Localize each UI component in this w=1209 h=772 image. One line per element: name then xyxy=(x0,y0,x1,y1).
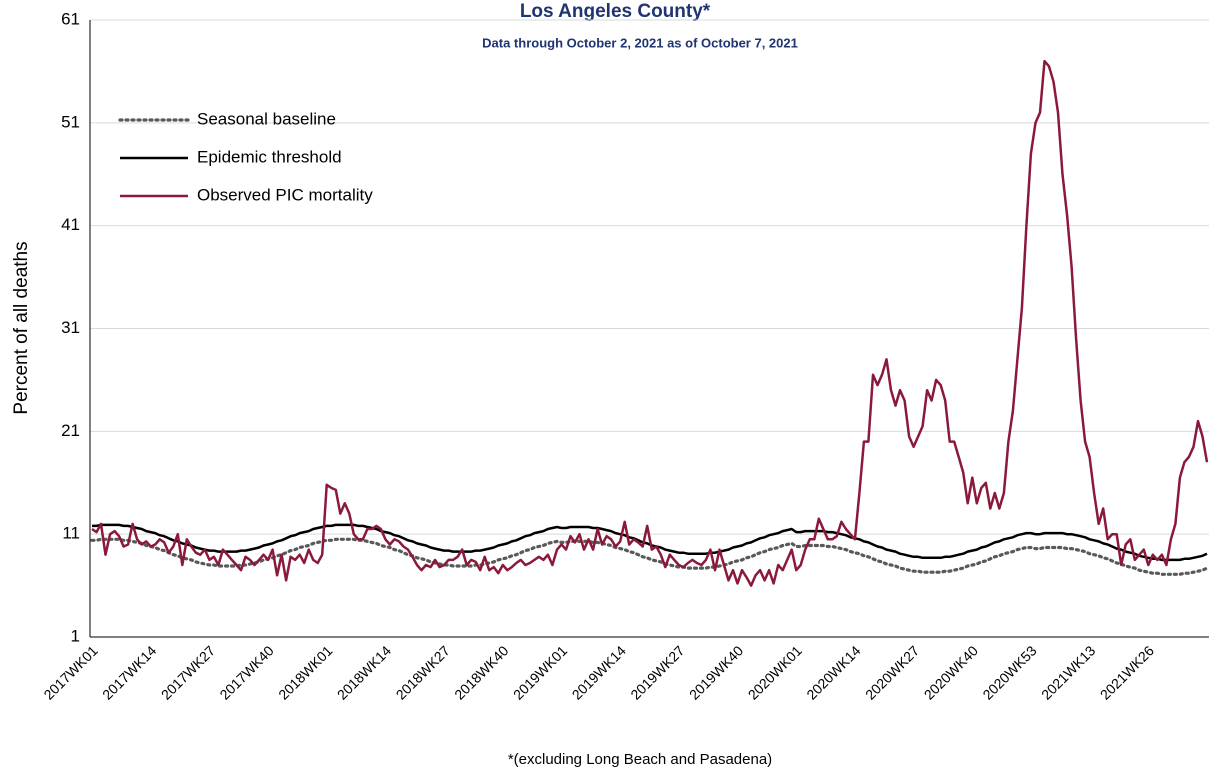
y-tick-label: 1 xyxy=(71,626,80,645)
y-tick-label: 41 xyxy=(61,215,80,234)
x-tick-label: 2021WK26 xyxy=(1097,642,1157,702)
y-axis-label: Percent of all deaths xyxy=(11,241,32,414)
chart-subtitle: Data through October 2, 2021 as of Octob… xyxy=(482,35,798,50)
x-tick-label: 2019WK40 xyxy=(686,642,746,702)
x-tick-label: 2018WK27 xyxy=(393,642,453,702)
x-tick-label: 2019WK01 xyxy=(510,642,570,702)
x-tick-label: 2017WK01 xyxy=(40,642,100,702)
series-line xyxy=(90,537,1209,576)
x-tick-label: 2017WK27 xyxy=(158,642,218,702)
x-tick-label: 2018WK40 xyxy=(451,642,511,702)
x-tick-label: 2017WK14 xyxy=(99,642,159,702)
x-tick-label: 2020WK14 xyxy=(803,642,863,702)
x-tick-label: 2018WK01 xyxy=(275,642,335,702)
legend-label: Observed PIC mortality xyxy=(197,185,373,204)
y-tick-label: 31 xyxy=(61,318,80,337)
x-tick-label: 2020WK40 xyxy=(921,642,981,702)
y-tick-label: 61 xyxy=(61,9,80,28)
footnote: *(excluding Long Beach and Pasadena) xyxy=(508,751,772,768)
x-tick-label: 2019WK14 xyxy=(569,642,629,702)
series-line xyxy=(92,523,1208,562)
y-tick-label: 51 xyxy=(61,112,80,131)
x-tick-label: 2020WK27 xyxy=(862,642,922,702)
y-tick-label: 11 xyxy=(62,524,80,543)
legend-label: Epidemic threshold xyxy=(197,147,342,166)
x-tick-label: 2020WK01 xyxy=(745,642,805,702)
x-tick-label: 2021WK13 xyxy=(1038,642,1098,702)
x-tick-label: 2018WK14 xyxy=(334,642,394,702)
x-tick-label: 2020WK53 xyxy=(979,642,1039,702)
x-tick-label: 2017WK40 xyxy=(216,642,276,702)
y-tick-label: 21 xyxy=(61,421,80,440)
series-line xyxy=(91,59,1209,587)
legend-label: Seasonal baseline xyxy=(197,109,336,128)
chart-title: Los Angeles County* xyxy=(520,1,711,22)
x-tick-label: 2019WK27 xyxy=(627,642,687,702)
